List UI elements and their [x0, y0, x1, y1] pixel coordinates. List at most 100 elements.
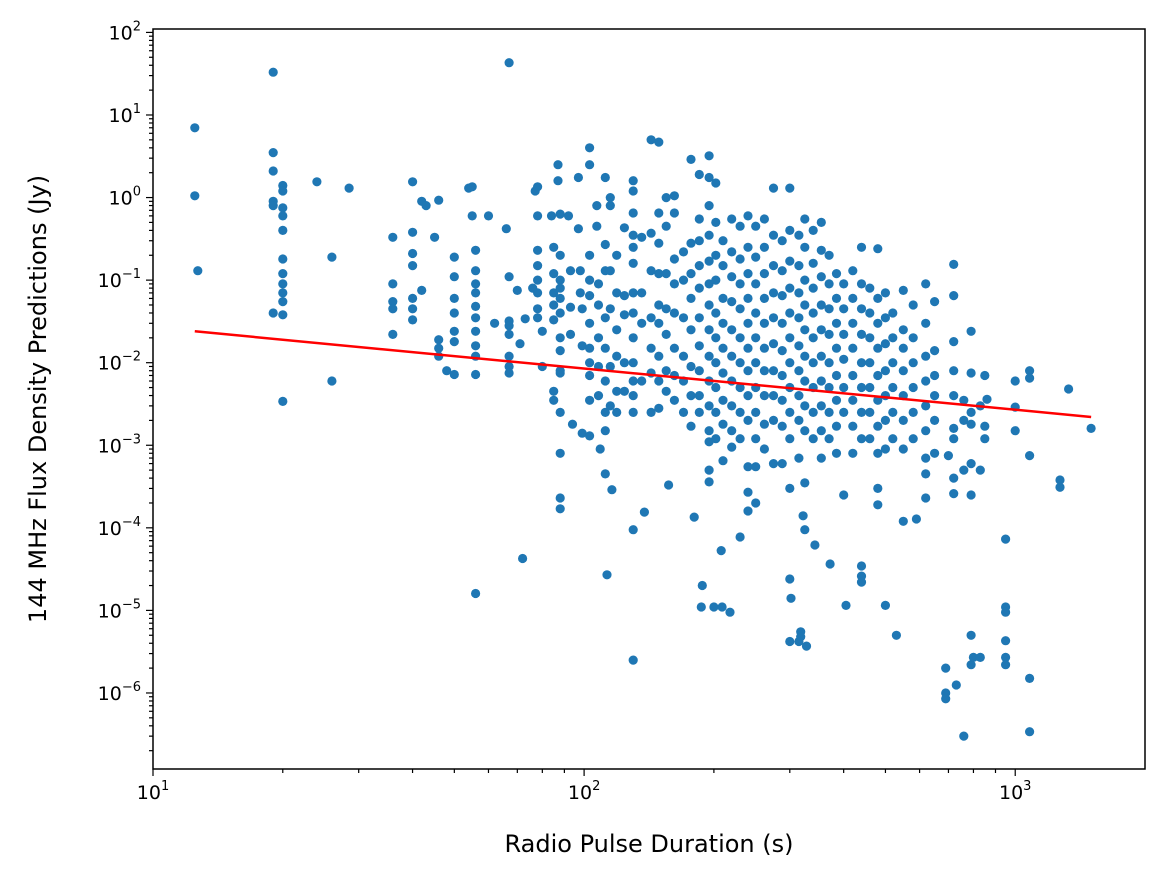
data-point: [686, 361, 696, 372]
data-point: [278, 297, 288, 307]
data-point: [980, 421, 990, 431]
data-point: [555, 209, 565, 219]
data-point: [471, 279, 481, 289]
data-point: [565, 329, 576, 339]
data-point: [743, 211, 753, 221]
data-point: [408, 304, 418, 314]
data-point: [504, 321, 514, 331]
data-point: [605, 266, 615, 276]
data-point: [704, 230, 714, 240]
data-point: [751, 279, 761, 289]
data-point: [980, 434, 990, 444]
data-point: [759, 391, 770, 401]
data-point: [718, 419, 728, 429]
data-point: [777, 266, 787, 276]
data-point: [808, 308, 818, 318]
data-point: [800, 351, 810, 361]
data-point: [593, 279, 604, 289]
data-point: [824, 329, 834, 339]
data-point: [839, 354, 849, 364]
data-point: [865, 434, 875, 444]
data-point: [808, 358, 818, 368]
data-point: [471, 266, 481, 276]
data-point: [856, 242, 867, 252]
data-point: [735, 279, 745, 289]
data-point: [777, 395, 787, 405]
data-point: [612, 386, 622, 396]
data-point: [959, 731, 969, 741]
data-point: [856, 407, 867, 417]
data-point: [751, 252, 761, 262]
data-point: [959, 465, 969, 475]
data-point: [873, 483, 883, 493]
data-point: [848, 343, 858, 353]
data-point: [628, 358, 638, 368]
data-point: [751, 407, 761, 417]
data-point: [735, 304, 745, 314]
data-point: [949, 434, 959, 444]
data-point: [873, 293, 883, 303]
data-point: [951, 680, 961, 690]
data-point: [327, 252, 337, 262]
data-point: [449, 369, 459, 380]
data-point: [768, 288, 779, 298]
data-point: [930, 297, 940, 307]
data-point: [759, 444, 770, 454]
data-point: [585, 250, 595, 260]
y-axis-label: 144 MHz Flux Density Predictions (Jy): [24, 175, 52, 623]
data-point: [727, 272, 737, 282]
data-point: [800, 525, 810, 535]
data-point: [1001, 660, 1011, 670]
y-axis: 102 101 100 10−1 10−2 10−3 10−4 10−5 10−6: [98, 19, 153, 752]
data-point: [585, 358, 595, 368]
data-point: [921, 401, 931, 411]
data-point: [711, 308, 721, 318]
data-point: [727, 442, 737, 452]
data-point: [1001, 652, 1011, 663]
data-point: [727, 297, 737, 307]
data-point: [449, 337, 459, 347]
data-point: [848, 421, 858, 431]
data-point: [555, 308, 565, 318]
data-point: [898, 516, 908, 526]
data-point: [600, 407, 610, 417]
data-point: [533, 211, 543, 221]
data-point: [949, 259, 959, 269]
data-point: [669, 254, 680, 264]
data-point: [555, 493, 565, 503]
data-point: [654, 269, 664, 279]
data-point: [694, 407, 704, 417]
data-point: [718, 395, 728, 405]
data-point: [661, 366, 671, 376]
data-point: [704, 256, 714, 266]
data-point: [949, 391, 959, 401]
data-point: [831, 395, 842, 405]
data-point: [593, 391, 604, 401]
data-point: [743, 506, 753, 516]
data-point: [654, 208, 664, 218]
data-point: [808, 258, 818, 268]
data-point: [605, 193, 615, 203]
data-point: [888, 407, 898, 417]
data-point: [718, 293, 728, 303]
data-point: [873, 343, 883, 353]
data-point: [600, 343, 610, 353]
data-point: [930, 415, 940, 425]
data-point: [785, 225, 795, 235]
data-point: [678, 351, 689, 361]
data-point: [743, 293, 753, 303]
data-point: [268, 201, 278, 211]
data-point: [585, 343, 595, 353]
data-point: [980, 370, 990, 381]
data-point: [512, 285, 522, 295]
data-point: [471, 326, 481, 336]
data-point: [694, 214, 704, 224]
data-point: [831, 370, 842, 381]
data-point: [585, 143, 595, 153]
data-point: [880, 339, 891, 349]
data-point: [718, 261, 728, 271]
data-point: [669, 308, 680, 318]
data-point: [471, 313, 481, 323]
data-point: [777, 346, 787, 356]
data-point: [921, 376, 931, 386]
